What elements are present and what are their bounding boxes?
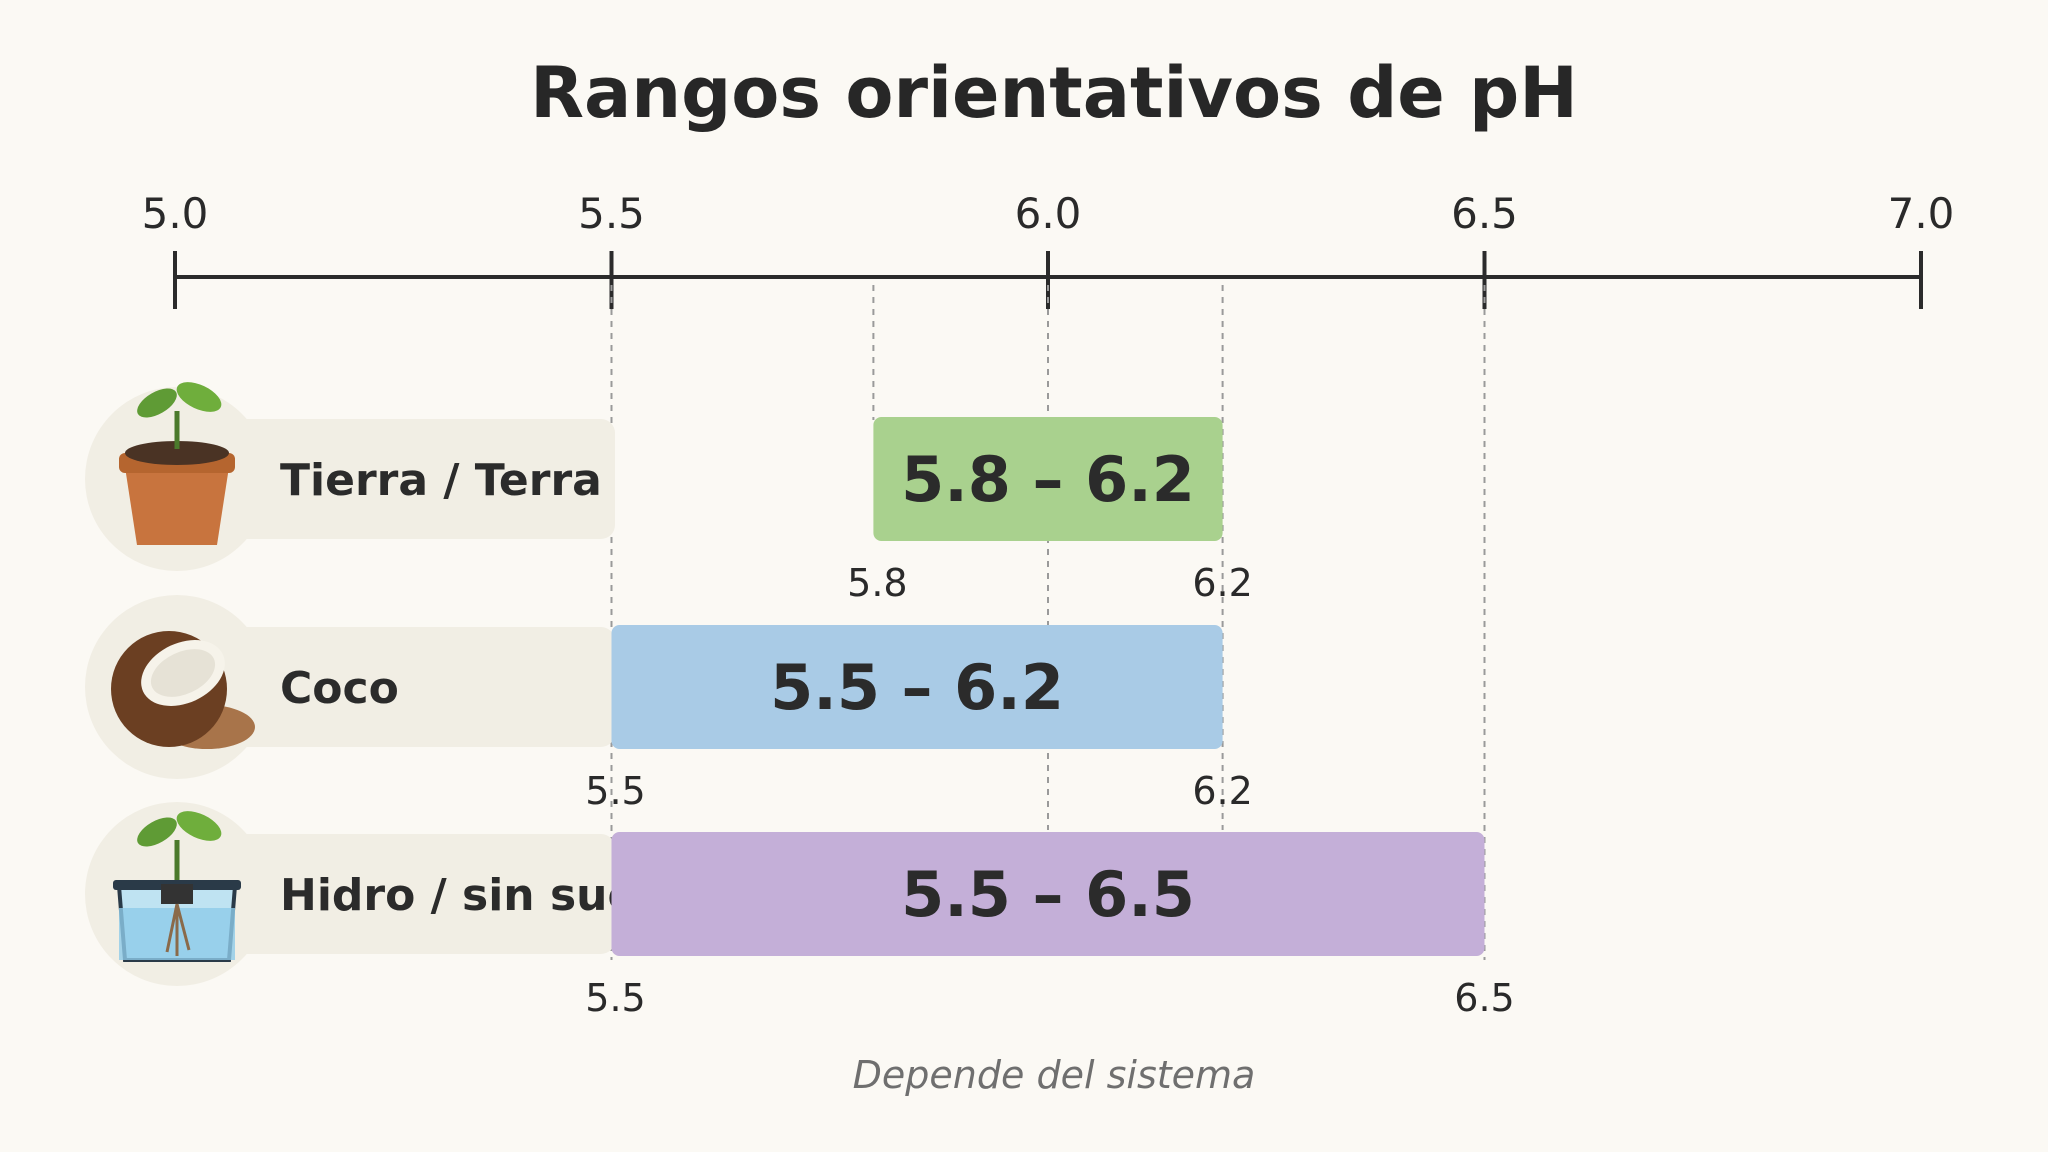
range-bar: [611, 625, 1223, 749]
range-bar-label: 5.5 – 6.5: [901, 858, 1195, 931]
range-row: Hidro / sin suelo 5.5 – 6.55.5 6.5: [85, 802, 1515, 1020]
coconut-icon: [111, 631, 255, 749]
footnote: Depende del sistema: [853, 1053, 1256, 1097]
tick-label: 7.0: [1888, 189, 1955, 238]
range-rows: Tierra / Terra 5.8 – 6.2 5.8 6.2 Coco 5.5 – 6…: [85, 382, 1515, 1020]
range-max-label: 6.5: [1454, 976, 1514, 1020]
tick-label: 5.0: [142, 189, 209, 238]
tick-label: 5.5: [578, 189, 645, 238]
row-label: Tierra / Terra: [280, 455, 602, 506]
range-bar-label: 5.8 – 6.2: [901, 443, 1195, 516]
range-bar: [611, 832, 1485, 956]
range-min-label: 5.5: [585, 976, 645, 1020]
tick-label: 6.0: [1015, 189, 1082, 238]
row-label-bg: [160, 834, 615, 954]
row-label: Coco: [280, 663, 399, 714]
hydroponic-plant-icon: [113, 811, 241, 962]
row-label-bg: [160, 627, 615, 747]
range-bar: [873, 417, 1223, 541]
range-min-label: 5.5: [585, 769, 645, 813]
range-max-label: 6.2: [1192, 561, 1252, 605]
range-row: Coco 5.5 – 6.2 5.5 6.2: [85, 595, 1253, 813]
chart-title: Rangos orientativos de pH: [530, 52, 1578, 134]
guide-lines: [610, 285, 1486, 960]
row-label-bg: [160, 419, 615, 539]
range-row: Tierra / Terra 5.8 – 6.2 5.8 6.2: [85, 382, 1253, 605]
range-min-label: 5.8: [847, 561, 907, 605]
range-max-label: 6.2: [1192, 769, 1252, 813]
plant-pot-icon: [119, 382, 235, 545]
range-bar-label: 5.5 – 6.2: [770, 651, 1064, 724]
tick-label: 6.5: [1451, 189, 1518, 238]
